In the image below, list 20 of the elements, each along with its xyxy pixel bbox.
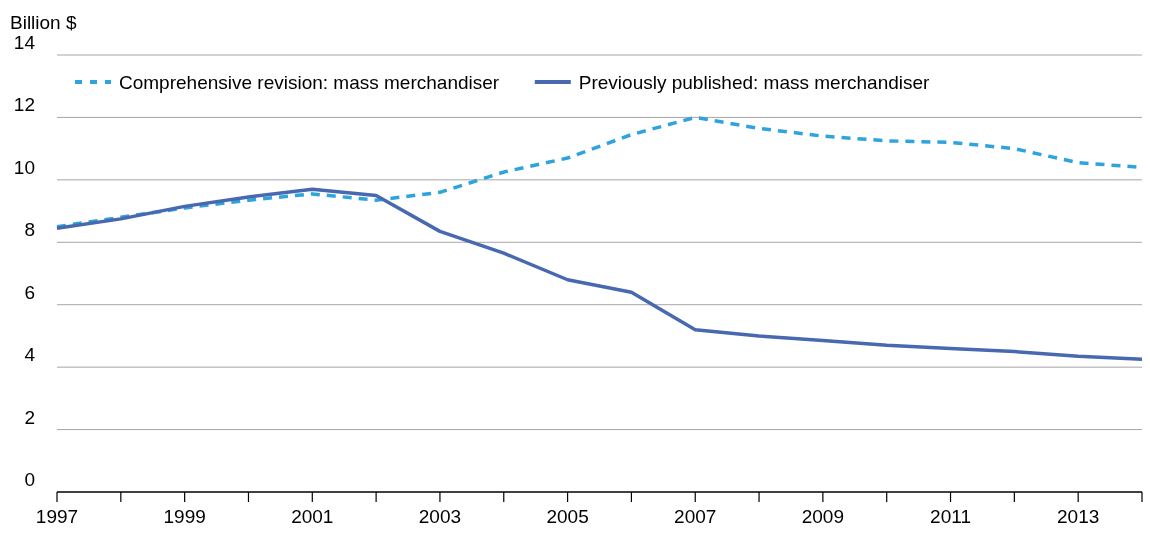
- x-tick-label: 2009: [801, 506, 845, 527]
- legend-label: Previously published: mass merchandiser: [578, 72, 931, 93]
- x-tick-label: 1999: [163, 506, 206, 527]
- y-axis-title: Billion $: [10, 12, 77, 33]
- x-tick-label: 2001: [291, 506, 334, 527]
- x-tick-label: 2005: [546, 506, 589, 527]
- x-tick-label: 2011: [930, 506, 971, 527]
- x-tick-label: 1997: [35, 506, 79, 527]
- y-tick-label: 6: [24, 281, 35, 303]
- x-tick-label: 2013: [1057, 506, 1100, 527]
- x-tick-label: 2007: [674, 506, 717, 527]
- y-tick-label: 4: [24, 344, 36, 366]
- y-tick-label: 12: [13, 94, 35, 116]
- legend-label: Comprehensive revision: mass merchandiser: [119, 72, 500, 93]
- y-tick-label: 10: [13, 156, 35, 178]
- y-tick-label: 0: [24, 469, 35, 490]
- y-tick-label: 8: [24, 219, 35, 241]
- x-tick-label: 2003: [418, 506, 462, 527]
- y-tick-label: 2: [24, 406, 35, 428]
- y-tick-label: 14: [13, 32, 36, 53]
